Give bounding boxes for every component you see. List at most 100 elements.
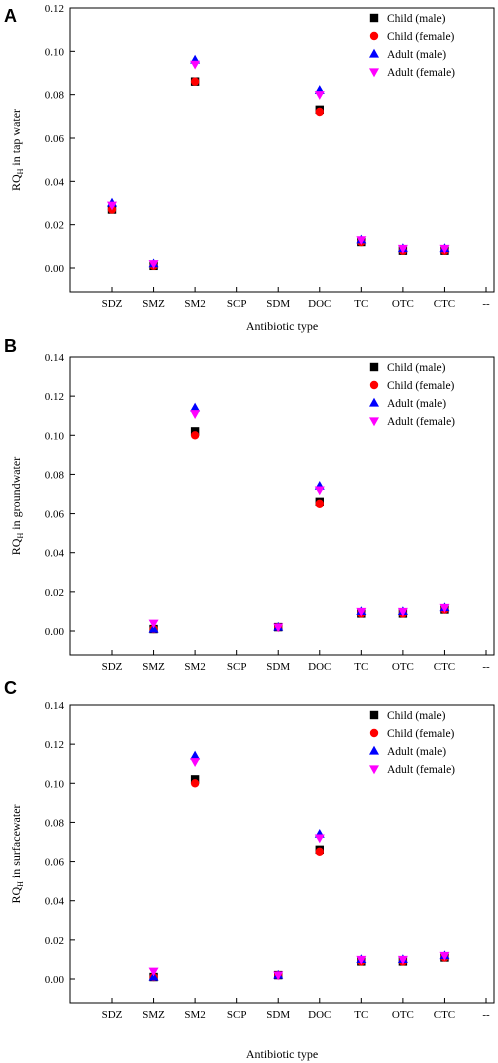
legend-label: Adult (male) (387, 398, 446, 410)
x-axis-title: Antibiotic type (246, 319, 318, 333)
plot-frame (69, 356, 495, 656)
y-tick-label: 0.00 (45, 974, 65, 986)
x-tick-label: DOC (308, 661, 331, 673)
y-tick-label: 0.04 (45, 548, 65, 560)
x-tick-label: -- (482, 661, 490, 673)
legend-marker (369, 397, 379, 407)
data-point (356, 607, 367, 617)
legend-item: Child (female) (369, 31, 455, 43)
x-tick-label: TC (354, 1009, 368, 1021)
legend-item: Adult (female) (369, 764, 455, 776)
y-axis-title-rest: in tap water (9, 109, 23, 169)
y-tick-label: 0.08 (45, 469, 65, 481)
legend-marker (369, 13, 379, 23)
x-tick-label: SM2 (184, 1009, 205, 1021)
x-tick-label: SDZ (102, 661, 123, 673)
y-tick-label: 0.12 (45, 391, 64, 403)
panel-letter: B (4, 336, 17, 356)
y-tick-label: 0.04 (45, 896, 65, 908)
x-axis-title: Antibiotic type (246, 1047, 318, 1061)
legend-label: Child (female) (387, 728, 455, 740)
legend-marker (369, 380, 379, 390)
data-point (190, 77, 200, 86)
x-tick-label: SDM (266, 661, 290, 673)
data-point (397, 244, 408, 254)
chart-panel-a: A 0.00 0.02 0.04 0.06 0.08 0.10 0.12 SDZ SMZ SM2 SC… (4, 3, 495, 333)
data-point (439, 951, 450, 961)
legend-marker (369, 68, 379, 78)
legend-label: Child (female) (387, 380, 455, 392)
legend-marker (369, 745, 379, 755)
y-axis-title-sub: H (16, 168, 25, 174)
data-point (439, 244, 450, 254)
y-tick-label: 0.10 (45, 430, 65, 442)
data-point (190, 750, 201, 760)
plot-frame (69, 704, 495, 1004)
legend-marker (369, 417, 379, 427)
y-axis-title: RQH in tap water (9, 109, 25, 191)
y-tick-label: 0.02 (45, 935, 64, 947)
x-tick-label: SCP (227, 1009, 247, 1021)
x-tick-label: CTC (434, 1009, 455, 1021)
legend-label: Child (male) (387, 13, 446, 25)
y-axis-title: RQH in groundwater (9, 457, 25, 555)
y-axis: 0.00 0.02 0.04 0.06 0.08 0.10 0.12 (45, 3, 75, 275)
legend-marker (369, 728, 379, 738)
data-point (190, 431, 200, 440)
legend-marker (369, 48, 379, 58)
panel-letter: A (4, 6, 17, 26)
data-point (397, 607, 408, 617)
legend-label: Child (male) (387, 362, 446, 374)
data-point (356, 955, 367, 965)
plot-frame (69, 7, 495, 293)
legend-item: Adult (female) (369, 67, 455, 79)
x-tick-label: SM2 (184, 298, 205, 310)
x-tick-label: -- (482, 1009, 490, 1021)
legend-label: Adult (male) (387, 746, 446, 758)
legend-label: Adult (male) (387, 49, 446, 61)
data-point (190, 60, 201, 70)
legend-item: Child (female) (369, 728, 455, 740)
legend-item: Adult (male) (369, 745, 446, 758)
data-point (315, 847, 324, 856)
x-tick-label: SM2 (184, 661, 205, 673)
x-tick-label: DOC (308, 1009, 331, 1021)
legend-marker (369, 362, 379, 372)
x-tick-label: OTC (392, 1009, 414, 1021)
legend-item: Child (male) (369, 710, 446, 722)
y-tick-label: 0.08 (45, 817, 65, 829)
data-points (148, 402, 450, 634)
y-tick-label: 0.00 (45, 626, 65, 638)
x-tick-label: -- (482, 298, 490, 310)
data-point (315, 107, 324, 117)
data-point (190, 779, 200, 788)
data-point (148, 967, 159, 977)
data-point (314, 486, 325, 496)
x-tick-label: SCP (227, 298, 247, 310)
legend: Child (male) Child (female) Adult (male) Ad… (369, 710, 455, 776)
x-tick-label: SCP (227, 661, 247, 673)
y-axis-title-main: RQ (9, 174, 23, 191)
data-point (190, 758, 201, 767)
x-tick-label: SDZ (102, 298, 123, 310)
x-tick-label: TC (354, 298, 368, 310)
data-point (273, 623, 284, 633)
x-tick-label: SMZ (142, 298, 165, 310)
y-tick-label: 0.10 (45, 46, 65, 58)
x-tick-label: CTC (434, 298, 455, 310)
x-tick-label: SDZ (102, 1009, 123, 1021)
x-tick-label: CTC (434, 661, 455, 673)
legend-label: Adult (female) (387, 67, 455, 79)
x-tick-label: SMZ (142, 661, 165, 673)
y-axis-title: RQH in surfacewater (9, 804, 25, 903)
data-points (107, 54, 450, 271)
x-tick-label: TC (354, 661, 368, 673)
data-point (273, 971, 284, 981)
y-tick-label: 0.06 (45, 133, 65, 145)
y-tick-label: 0.04 (45, 176, 65, 188)
y-tick-label: 0.08 (45, 90, 65, 102)
y-axis-title-main: RQ (9, 538, 23, 555)
data-point (314, 834, 325, 844)
data-points (148, 750, 450, 982)
